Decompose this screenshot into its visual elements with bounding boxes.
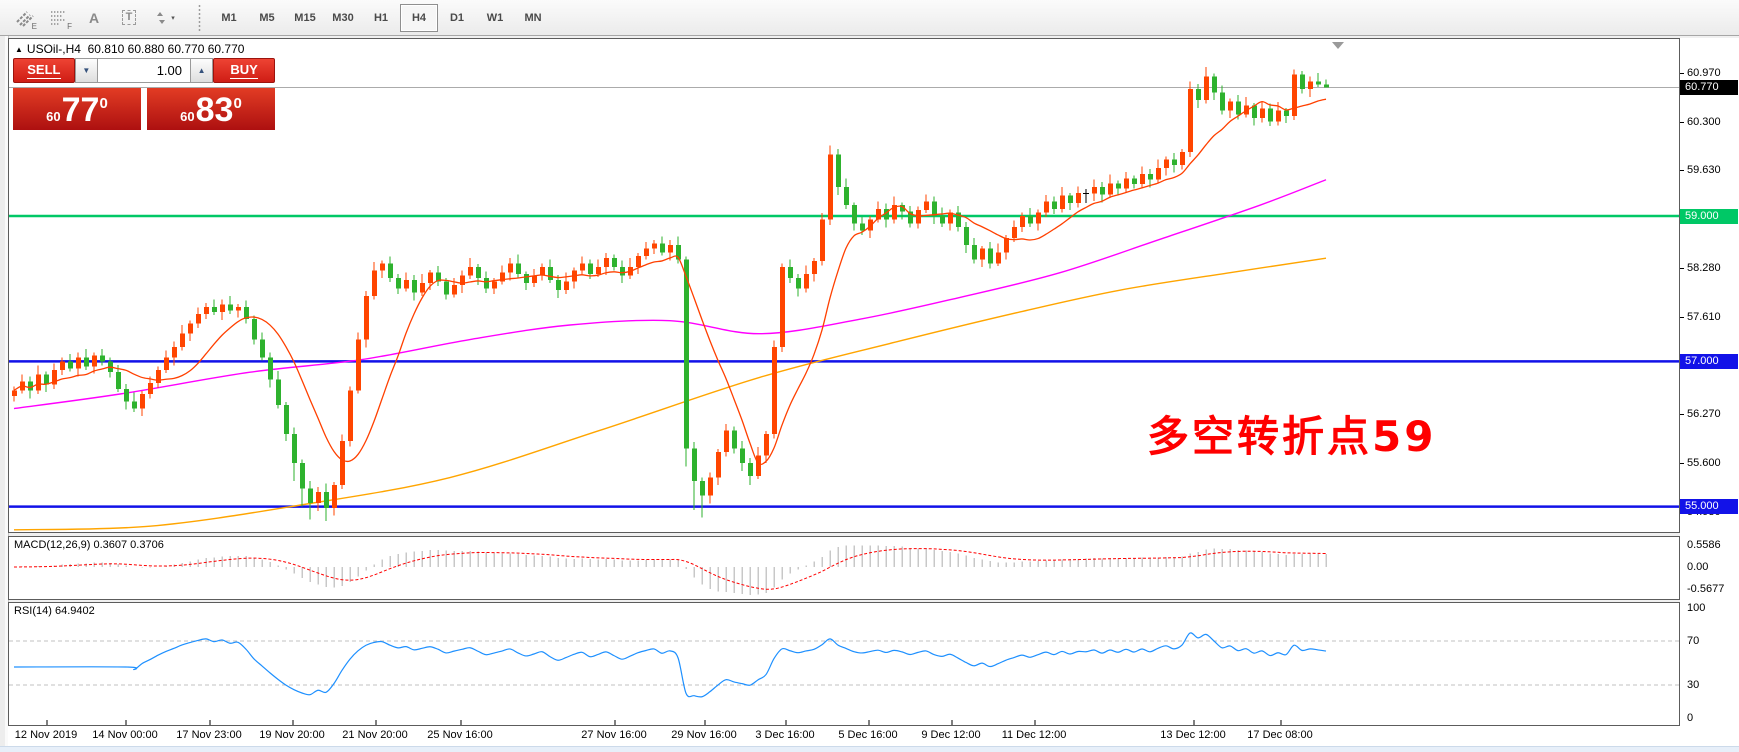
ma-slow-line <box>13 257 1327 531</box>
price-axis: 60.97060.30059.63058.96058.28057.61056.9… <box>1680 38 1739 746</box>
time-axis-label: 19 Nov 20:00 <box>259 729 325 741</box>
time-axis-label: 13 Dec 12:00 <box>1160 729 1226 741</box>
price-tick-label: 56.270 <box>1687 408 1721 421</box>
time-axis-label: 11 Dec 12:00 <box>1001 729 1067 741</box>
arrow-a-icon[interactable]: A <box>88 9 100 26</box>
hline-price-label: 59.000 <box>1680 208 1738 224</box>
hline-price-label: 55.000 <box>1680 499 1738 515</box>
timeframe-button-mn[interactable]: MN <box>524 11 542 24</box>
timeframe-bar: M1 M5 M15 M30 H1 H4 D1 W1 MN <box>210 3 552 32</box>
ask-quote[interactable]: 60 83 0 <box>147 88 275 130</box>
macd-axis-label: 0.00 <box>1687 561 1709 573</box>
timeframe-button-m1[interactable]: M1 <box>221 11 237 24</box>
time-axis-label: 5 Dec 16:00 <box>838 729 898 741</box>
timeframe-button-h4[interactable]: H4 <box>400 3 438 32</box>
volume-down-button[interactable]: ▼ <box>74 58 98 83</box>
rsi-label: RSI(14) 64.9402 <box>14 605 95 617</box>
fibonacci-f-icon[interactable]: F <box>51 10 72 31</box>
window-bottom-edge <box>0 746 1739 752</box>
timeframe-button-m5[interactable]: M5 <box>259 11 275 24</box>
collapse-arrow-icon[interactable]: ▲ <box>15 45 23 54</box>
volume-up-button[interactable]: ▲ <box>190 58 214 83</box>
time-axis-label: 17 Nov 23:00 <box>176 729 242 741</box>
arrange-objects-icon[interactable]: ▾ <box>148 5 180 31</box>
current-price-label: 60.770 <box>1680 80 1738 95</box>
text-label-icon[interactable]: T <box>113 5 145 31</box>
price-tick <box>1680 72 1684 74</box>
ma-fast-line <box>13 98 1327 466</box>
rsi-chart[interactable] <box>9 603 1679 725</box>
price-tick-label: 59.630 <box>1687 164 1721 177</box>
candlestick-chart[interactable] <box>9 39 1679 532</box>
bid-quote[interactable]: 60 77 0 <box>13 88 141 130</box>
hline-price-label: 57.000 <box>1680 353 1738 369</box>
time-axis: 12 Nov 2019 14 Nov 00:00 17 Nov 23:00 19 No… <box>8 726 1680 746</box>
timeframe-button-m15[interactable]: M15 <box>294 11 316 24</box>
buy-button[interactable]: BUY <box>213 58 275 83</box>
price-tick-label: 60.970 <box>1687 66 1721 79</box>
sell-button[interactable]: SELL <box>13 58 75 83</box>
macd-signal-line <box>13 548 1327 590</box>
time-axis-label: 27 Nov 16:00 <box>581 729 647 741</box>
rsi-axis-label: 0 <box>1687 712 1694 724</box>
time-axis-label: 29 Nov 16:00 <box>671 729 737 741</box>
price-tick <box>1680 268 1684 270</box>
time-axis-label: 17 Dec 08:00 <box>1247 729 1313 741</box>
price-tick <box>1680 462 1684 464</box>
price-tick-label: 57.610 <box>1687 311 1721 323</box>
rsi-panel[interactable]: RSI(14) 64.9402 <box>8 602 1680 726</box>
toolbar: E F A T ▾ M1 M5 M15 M30 H1 H4 D1 W1 MN <box>0 0 1739 36</box>
macd-chart[interactable] <box>9 537 1679 599</box>
chart-header: ▲ USOil-,H4 60.810 60.880 60.770 60.770 <box>15 42 244 56</box>
ma-mid-line <box>13 179 1327 410</box>
price-tick <box>1680 317 1684 318</box>
price-tick <box>1680 414 1684 416</box>
macd-label: MACD(12,26,9) 0.3607 0.3706 <box>14 539 164 551</box>
price-tick-label: 55.600 <box>1687 456 1721 469</box>
rsi-axis-label: 30 <box>1687 679 1700 691</box>
channel-e-icon[interactable]: E <box>8 5 40 31</box>
ohlc-values: 60.810 60.880 60.770 60.770 <box>87 42 245 56</box>
symbol-label: USOil-,H4 <box>26 42 81 56</box>
time-axis-label: 21 Nov 20:00 <box>342 729 408 741</box>
toolbar-icon-group: E F A T ▾ <box>8 5 183 31</box>
macd-axis-label: 0.5586 <box>1687 539 1721 551</box>
timeframe-button-h1[interactable]: H1 <box>373 11 389 24</box>
time-axis-label: 3 Dec 16:00 <box>755 729 815 741</box>
chart-annotation-text: 多空转折点59 <box>1147 412 1437 461</box>
time-axis-label: 25 Nov 16:00 <box>427 729 493 741</box>
candles <box>12 67 1329 522</box>
price-tick-label: 58.280 <box>1687 262 1721 275</box>
rsi-line <box>13 632 1327 698</box>
price-chart-panel[interactable]: ▲ USOil-,H4 60.810 60.880 60.770 60.770 S… <box>8 38 1680 533</box>
macd-histogram <box>21 545 1327 595</box>
macd-axis-label: -0.5677 <box>1687 583 1725 595</box>
rsi-axis-label: 70 <box>1687 635 1700 647</box>
price-tick-label: 60.300 <box>1687 115 1721 128</box>
time-axis-label: 12 Nov 2019 <box>14 729 78 741</box>
time-axis-label: 9 Dec 12:00 <box>921 729 981 741</box>
timeframe-button-w1[interactable]: W1 <box>486 11 504 24</box>
volume-input[interactable] <box>98 58 190 83</box>
timeframe-button-m30[interactable]: M30 <box>332 11 354 24</box>
macd-panel[interactable]: MACD(12,26,9) 0.3607 0.3706 <box>8 536 1680 600</box>
price-tick <box>1680 121 1684 123</box>
price-tick <box>1680 170 1684 172</box>
chart-shift-marker-icon[interactable] <box>1332 42 1344 49</box>
time-axis-label: 14 Nov 00:00 <box>92 729 158 741</box>
toolbar-grip <box>197 4 202 31</box>
timeframe-button-d1[interactable]: D1 <box>449 11 465 24</box>
rsi-axis-label: 100 <box>1687 602 1706 614</box>
